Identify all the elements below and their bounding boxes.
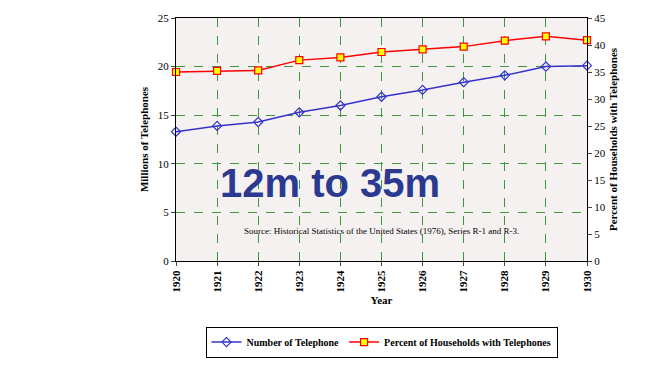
svg-text:12m to 35m: 12m to 35m [220, 161, 440, 205]
svg-text:1920: 1920 [170, 270, 182, 293]
svg-text:15: 15 [594, 174, 606, 186]
svg-text:1926: 1926 [416, 270, 428, 293]
svg-text:20: 20 [594, 147, 606, 159]
svg-text:1930: 1930 [581, 270, 593, 293]
svg-text:15: 15 [158, 109, 170, 121]
svg-text:0: 0 [163, 255, 169, 267]
svg-text:1923: 1923 [293, 270, 305, 293]
svg-text:5: 5 [163, 206, 169, 218]
svg-text:20: 20 [158, 60, 170, 72]
svg-text:Number of Telephone: Number of Telephone [247, 337, 340, 348]
svg-text:35: 35 [594, 66, 606, 78]
svg-text:1928: 1928 [498, 270, 510, 293]
svg-text:Percent of Households with Tel: Percent of Households with Telephones [384, 337, 551, 348]
svg-text:1929: 1929 [539, 270, 551, 293]
svg-text:Year: Year [371, 294, 393, 306]
svg-text:1924: 1924 [334, 270, 346, 293]
svg-text:Source: Historical Statistics: Source: Historical Statistics of the Uni… [244, 226, 519, 236]
svg-text:45: 45 [594, 12, 606, 24]
svg-text:10: 10 [594, 201, 606, 213]
svg-text:25: 25 [158, 12, 170, 24]
svg-text:1925: 1925 [375, 270, 387, 293]
svg-text:30: 30 [594, 93, 606, 105]
svg-text:Millions of Telephones: Millions of Telephones [138, 86, 150, 192]
svg-text:1921: 1921 [211, 270, 223, 292]
svg-text:10: 10 [158, 158, 170, 170]
svg-text:1927: 1927 [457, 270, 469, 293]
svg-text:5: 5 [594, 228, 600, 240]
svg-text:40: 40 [594, 39, 606, 51]
svg-text:Percent of Households with Tel: Percent of Households with Telephones [607, 47, 619, 231]
svg-text:1922: 1922 [252, 270, 264, 293]
svg-text:25: 25 [594, 120, 606, 132]
svg-text:0: 0 [594, 255, 600, 267]
